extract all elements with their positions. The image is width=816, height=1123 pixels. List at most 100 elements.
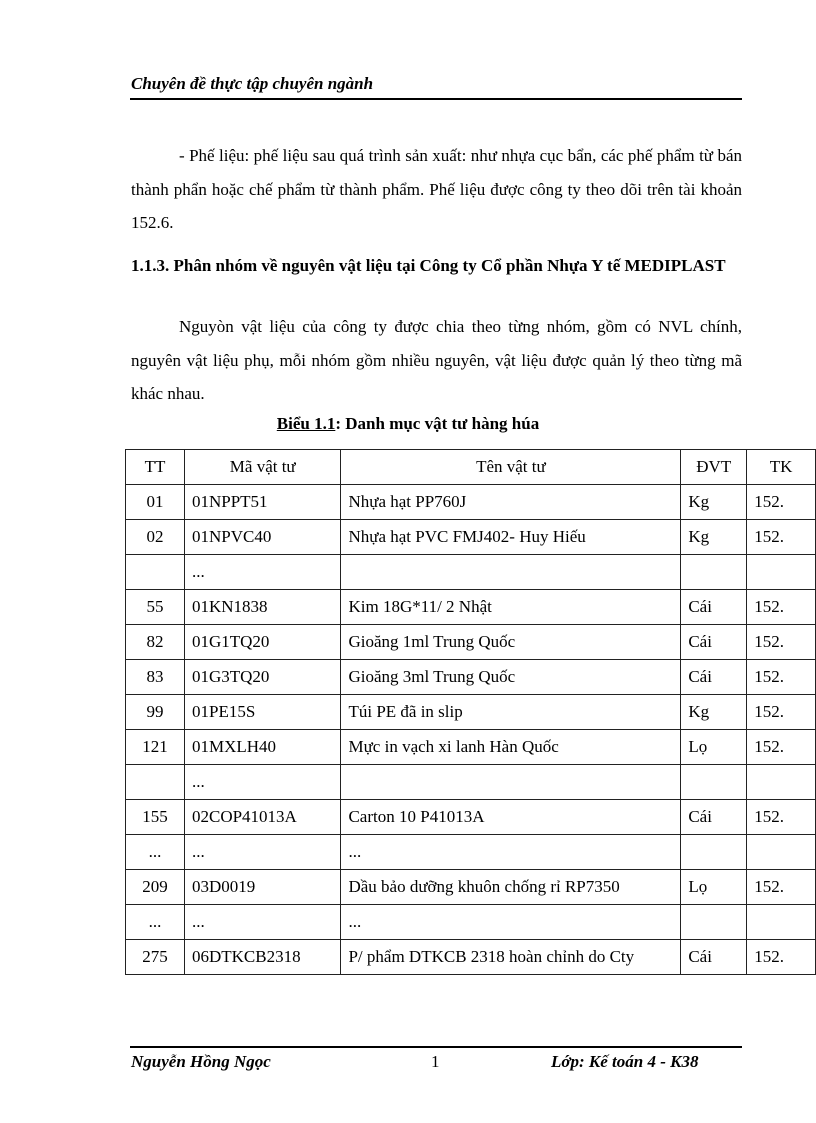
table-cell: ... bbox=[340, 834, 682, 870]
table-cell: Kg bbox=[680, 519, 748, 555]
table-cell: Cái bbox=[680, 799, 748, 835]
table-cell: 03D0019 bbox=[183, 869, 342, 905]
table-cell: 01PE15S bbox=[183, 694, 342, 730]
table-cell: 01G1TQ20 bbox=[183, 624, 342, 660]
table-cell: Lọ bbox=[680, 729, 748, 765]
table-row: 83 01G3TQ20 Gioăng 3ml Trung Quốc Cái 152. bbox=[125, 659, 816, 695]
table-cell: 152. bbox=[746, 729, 816, 765]
footer-rule bbox=[130, 1046, 742, 1048]
header-rule bbox=[130, 98, 742, 100]
table-cell: Nhựa hạt PP760J bbox=[340, 484, 682, 520]
table-row: 275 06DTKCB2318 P/ phẩm DTKCB 2318 hoàn ch… bbox=[125, 939, 816, 975]
table-row: ......... bbox=[125, 834, 816, 870]
table-cell: 02 bbox=[125, 519, 185, 555]
table-cell: ... bbox=[340, 904, 682, 940]
table-cell: 152. bbox=[746, 589, 816, 625]
table-cell: Cái bbox=[680, 589, 748, 625]
table-cell: 01KN1838 bbox=[183, 589, 342, 625]
table-cell bbox=[340, 554, 682, 590]
column-header: TT bbox=[125, 449, 185, 485]
caption-text: : Danh mục vật tư hàng húa bbox=[335, 414, 540, 433]
table-cell: ... bbox=[183, 554, 342, 590]
table-row: 82 01G1TQ20 Gioăng 1ml Trung Quốc Cái 152. bbox=[125, 624, 816, 660]
footer-author: Nguyễn Hồng Ngọc bbox=[131, 1052, 271, 1071]
caption-label: Biểu 1.1 bbox=[276, 414, 336, 433]
table-row: 55 01KN1838 Kim 18G*11/ 2 Nhật Cái 152. bbox=[125, 589, 816, 625]
table-row: 155 02COP41013A Carton 10 P41013A Cái 152. bbox=[125, 799, 816, 835]
table-cell: 55 bbox=[125, 589, 185, 625]
table-cell: Cái bbox=[680, 624, 748, 660]
table-cell bbox=[746, 904, 816, 940]
table-cell: 01NPPT51 bbox=[183, 484, 342, 520]
table-cell: 01 bbox=[125, 484, 185, 520]
table-row: 121 01MXLH40 Mực in vạch xi lanh Hàn Quốc L… bbox=[125, 729, 816, 765]
table-cell: Mực in vạch xi lanh Hàn Quốc bbox=[340, 729, 682, 765]
table-row: 02 01NPVC40 Nhựa hạt PVC FMJ402- Huy Hiếu K… bbox=[125, 519, 816, 555]
paragraph-groups: Nguyòn vật liệu của công ty được chia th… bbox=[131, 317, 742, 403]
table-cell: 152. bbox=[746, 799, 816, 835]
table-row: ... bbox=[125, 554, 816, 590]
table-cell: Carton 10 P41013A bbox=[340, 799, 682, 835]
table-cell: 01G3TQ20 bbox=[183, 659, 342, 695]
table-cell: 06DTKCB2318 bbox=[183, 939, 342, 975]
table-cell: Túi PE đã in slip bbox=[340, 694, 682, 730]
table-row: ......... bbox=[125, 904, 816, 940]
column-header: ĐVT bbox=[680, 449, 748, 485]
table-cell: Cái bbox=[680, 659, 748, 695]
footer-class: Lớp: Kế toán 4 - K38 bbox=[551, 1052, 699, 1071]
table-cell bbox=[680, 764, 748, 800]
table-cell: Kg bbox=[680, 694, 748, 730]
table-cell: Gioăng 3ml Trung Quốc bbox=[340, 659, 682, 695]
table-cell: 01MXLH40 bbox=[183, 729, 342, 765]
table-cell: Cái bbox=[680, 939, 748, 975]
table-cell: Gioăng 1ml Trung Quốc bbox=[340, 624, 682, 660]
table-cell: 99 bbox=[125, 694, 185, 730]
table-cell: 152. bbox=[746, 659, 816, 695]
table-cell: ... bbox=[125, 834, 185, 870]
table-cell: 209 bbox=[125, 869, 185, 905]
table-cell: P/ phẩm DTKCB 2318 hoàn chỉnh do Cty bbox=[340, 939, 682, 975]
table-cell: ... bbox=[125, 904, 185, 940]
table-cell: Nhựa hạt PVC FMJ402- Huy Hiếu bbox=[340, 519, 682, 555]
table-cell: 152. bbox=[746, 624, 816, 660]
table-cell bbox=[680, 834, 748, 870]
table-cell: 152. bbox=[746, 519, 816, 555]
table-header-row: TT Mã vật tư Tên vật tư ĐVT TK bbox=[125, 449, 816, 485]
table-cell bbox=[125, 764, 185, 800]
table-cell: Kg bbox=[680, 484, 748, 520]
table-cell: 121 bbox=[125, 729, 185, 765]
table-cell: 152. bbox=[746, 484, 816, 520]
table-cell bbox=[680, 904, 748, 940]
table-cell bbox=[340, 764, 682, 800]
table-row: 99 01PE15S Túi PE đã in slip Kg 152. bbox=[125, 694, 816, 730]
table-cell: Kim 18G*11/ 2 Nhật bbox=[340, 589, 682, 625]
table-cell: ... bbox=[183, 764, 342, 800]
table-cell: 152. bbox=[746, 694, 816, 730]
materials-table: TT Mã vật tư Tên vật tư ĐVT TK 01 01NPPT51 Nhự… bbox=[125, 449, 816, 975]
table-cell: 152. bbox=[746, 869, 816, 905]
table-cell bbox=[680, 554, 748, 590]
running-header: Chuyên đề thực tập chuyên ngành bbox=[131, 74, 374, 93]
column-header: Tên vật tư bbox=[340, 449, 682, 485]
table-cell: 02COP41013A bbox=[183, 799, 342, 835]
table-row: 209 03D0019 Dầu bảo dưỡng khuôn chống rỉ R… bbox=[125, 869, 816, 905]
table-cell: 152. bbox=[746, 939, 816, 975]
table-row: ... bbox=[125, 764, 816, 800]
column-header: Mã vật tư bbox=[183, 449, 342, 485]
table-cell: Dầu bảo dưỡng khuôn chống rỉ RP7350 bbox=[340, 869, 682, 905]
column-header: TK bbox=[746, 449, 816, 485]
table-cell: 01NPVC40 bbox=[183, 519, 342, 555]
paragraph-scrap: - Phế liệu: phế liệu sau quá trình sản x… bbox=[131, 146, 742, 232]
table-row: 01 01NPPT51 Nhựa hạt PP760J Kg 152. bbox=[125, 484, 816, 520]
page-number: 1 bbox=[431, 1052, 440, 1071]
table-caption: Biểu 1.1: Danh mục vật tư hàng húa bbox=[0, 414, 816, 434]
table-cell: 155 bbox=[125, 799, 185, 835]
table-cell bbox=[746, 834, 816, 870]
table-cell bbox=[125, 554, 185, 590]
table-cell: 82 bbox=[125, 624, 185, 660]
table-cell: Lọ bbox=[680, 869, 748, 905]
section-heading: 1.1.3. Phân nhóm về nguyên vật liệu tại … bbox=[131, 256, 726, 275]
table-cell: 83 bbox=[125, 659, 185, 695]
table-cell: ... bbox=[183, 834, 342, 870]
